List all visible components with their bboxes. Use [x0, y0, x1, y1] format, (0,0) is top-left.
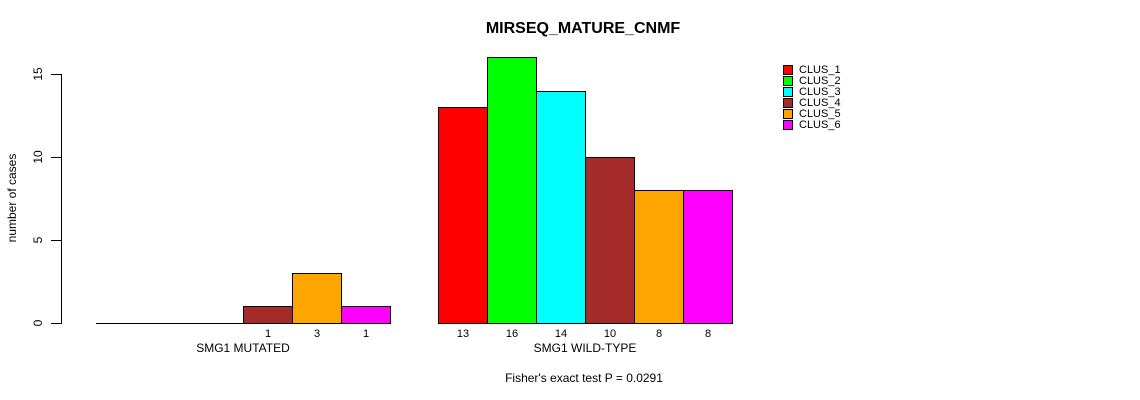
bar-clus_3: [536, 91, 586, 324]
legend: CLUS_1 CLUS_2 CLUS_3 CLUS_4 CLUS_5 CLUS_6: [783, 65, 841, 131]
legend-item-label: CLUS_4: [799, 97, 841, 109]
y-axis-tick-label: 15: [31, 67, 45, 81]
y-axis-tick-label: 10: [31, 150, 45, 164]
legend-item-label: CLUS_2: [799, 75, 841, 87]
bar-clus_5: [634, 190, 684, 324]
bar-clus_6: [341, 306, 391, 324]
legend-item-label: CLUS_5: [799, 108, 841, 120]
legend-item-label: CLUS_6: [799, 119, 841, 131]
y-axis-line: [61, 74, 62, 324]
bar-clus_4: [585, 157, 635, 324]
bar-clus_6: [683, 190, 733, 324]
legend-item-label: CLUS_1: [799, 64, 841, 76]
bar-value-label: 8: [655, 328, 663, 340]
legend-item: CLUS_2: [783, 75, 841, 87]
legend-item: CLUS_1: [783, 64, 841, 76]
bar-clus_1: [438, 107, 488, 324]
bar-value-label: 3: [313, 328, 321, 340]
bar-value-label: 1: [362, 328, 370, 340]
group-label: SMG1 MUTATED: [196, 341, 290, 355]
legend-item: CLUS_5: [783, 108, 841, 120]
legend-swatch-icon: [783, 98, 793, 108]
bar-value-label: 16: [505, 328, 519, 340]
legend-item-label: CLUS_3: [799, 86, 841, 98]
group-label: SMG1 WILD-TYPE: [533, 341, 637, 355]
legend-item: CLUS_4: [783, 97, 841, 109]
bar-clus_5: [292, 273, 342, 324]
y-axis-tick: [51, 323, 61, 324]
legend-swatch-icon: [783, 65, 793, 75]
legend-swatch-icon: [783, 76, 793, 86]
bar-clus_2: [487, 57, 537, 324]
legend-swatch-icon: [783, 120, 793, 130]
bar-value-label: 1: [264, 328, 272, 340]
y-axis-tick-label: 5: [31, 236, 45, 244]
y-axis-tick: [51, 157, 61, 158]
bar-value-label: 13: [456, 328, 470, 340]
bar-value-label: 10: [603, 328, 617, 340]
stat-annotation: Fisher's exact test P = 0.0291: [505, 371, 663, 385]
y-axis-tick-label: 0: [31, 319, 45, 327]
chart-title: MIRSEQ_MATURE_CNMF: [485, 20, 681, 37]
y-axis-tick: [51, 74, 61, 75]
y-axis-label: number of cases: [5, 153, 19, 243]
legend-swatch-icon: [783, 109, 793, 119]
legend-item: CLUS_6: [783, 119, 841, 131]
legend-swatch-icon: [783, 87, 793, 97]
y-axis-tick: [51, 240, 61, 241]
bar-value-label: 14: [554, 328, 568, 340]
legend-item: CLUS_3: [783, 86, 841, 98]
bar-value-label: 8: [704, 328, 712, 340]
bar-clus_4: [243, 306, 293, 324]
